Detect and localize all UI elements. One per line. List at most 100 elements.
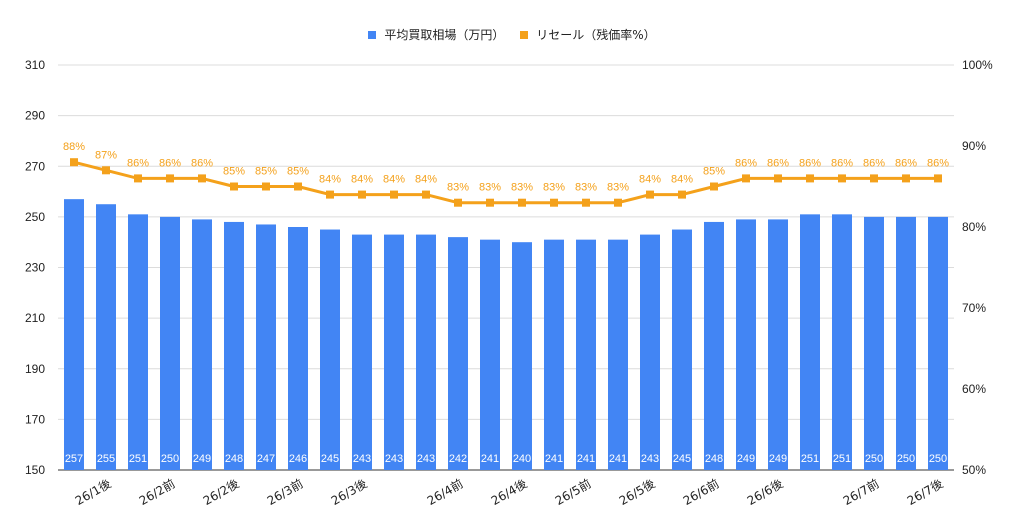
line-point	[134, 174, 142, 183]
bar-value-label: 240	[513, 453, 531, 465]
line-series	[73, 160, 938, 205]
line-value-label: 86%	[191, 157, 213, 169]
bar	[64, 199, 84, 470]
line-point	[230, 182, 238, 191]
x-tick-label: 26/1後	[73, 476, 114, 508]
bar-value-label: 243	[385, 453, 403, 465]
legend-label-bar: 平均買取相場（万円）	[384, 28, 505, 42]
y-left-tick-label: 250	[25, 210, 45, 224]
bar-value-label: 257	[65, 453, 83, 465]
line-point	[390, 190, 398, 199]
y-left-tick-label: 210	[25, 311, 45, 325]
bar	[160, 216, 180, 470]
bar	[224, 221, 244, 470]
line-point	[838, 174, 846, 183]
line-point	[518, 198, 526, 207]
x-tick-label: 26/6後	[745, 476, 786, 508]
y-right-tick-label: 60%	[962, 382, 986, 396]
line-value-label: 84%	[639, 174, 661, 186]
bar-value-label: 249	[769, 453, 787, 465]
bar	[768, 219, 788, 470]
line-value-label: 83%	[607, 182, 629, 194]
bar-value-label: 251	[833, 453, 851, 465]
line-point	[262, 182, 270, 191]
bar-value-label: 250	[865, 453, 883, 465]
bar	[128, 214, 148, 470]
line-point	[774, 174, 782, 183]
line-value-label: 85%	[255, 166, 277, 178]
line-value-label: 84%	[383, 174, 405, 186]
x-tick-label: 26/6前	[680, 476, 721, 508]
line-value-label: 86%	[863, 157, 885, 169]
line-point	[934, 174, 942, 183]
line-value-label: 84%	[351, 174, 373, 186]
line-point	[614, 198, 622, 207]
bar-value-label: 247	[257, 453, 275, 465]
line-value-label: 86%	[127, 157, 149, 169]
bar	[864, 216, 884, 470]
bar-value-label: 241	[577, 453, 595, 465]
bar	[288, 227, 308, 470]
y-left-tick-label: 150	[25, 463, 45, 477]
x-tick-label: 26/3前	[264, 476, 305, 508]
bar	[672, 229, 692, 470]
line-point	[678, 190, 686, 199]
bar	[832, 214, 852, 470]
line-value-label: 86%	[831, 157, 853, 169]
x-tick-label: 26/2後	[201, 476, 242, 508]
line-point	[486, 198, 494, 207]
bar-value-label: 246	[289, 453, 307, 465]
bar	[320, 229, 340, 470]
line-point	[710, 182, 718, 191]
line-point	[358, 190, 366, 199]
y-right-tick-label: 80%	[962, 220, 986, 234]
y-left-tick-label: 270	[25, 159, 45, 173]
bar	[256, 224, 276, 470]
chart-legend: 平均買取相場（万円） リセール（残価率%）	[0, 26, 1024, 43]
bar-value-label: 250	[929, 453, 947, 465]
bar-value-label: 241	[545, 453, 563, 465]
line-value-label: 86%	[735, 157, 757, 169]
line-point	[902, 174, 910, 183]
y-left-tick-label: 310	[25, 58, 45, 72]
bar	[192, 219, 212, 470]
bar-value-label: 249	[193, 453, 211, 465]
bar	[352, 234, 372, 470]
line-value-label: 84%	[415, 174, 437, 186]
x-tick-label: 26/5前	[552, 476, 593, 508]
line-point	[198, 174, 206, 183]
bar	[736, 219, 756, 470]
line-value-label: 83%	[511, 182, 533, 194]
line-value-label: 83%	[447, 182, 469, 194]
legend-item-line: リセール（残価率%）	[520, 26, 656, 43]
line-value-label: 86%	[895, 157, 917, 169]
line-value-label: 86%	[767, 157, 789, 169]
line-point	[454, 198, 462, 207]
bar	[512, 242, 532, 470]
bar-value-label: 243	[641, 453, 659, 465]
bar	[704, 221, 724, 470]
line-point	[70, 158, 78, 167]
line-value-label: 83%	[543, 182, 565, 194]
bar	[384, 234, 404, 470]
bar-value-label: 242	[449, 453, 467, 465]
bar	[96, 204, 116, 470]
line-point	[422, 190, 430, 199]
y-left-tick-label: 170	[25, 412, 45, 426]
y-left-tick-label: 290	[25, 109, 45, 123]
line-value-label: 83%	[479, 182, 501, 194]
line-point	[102, 166, 110, 175]
bar	[640, 234, 660, 470]
line-point	[326, 190, 334, 199]
line-point	[646, 190, 654, 199]
bar	[480, 239, 500, 470]
x-tick-label: 26/3後	[329, 476, 370, 508]
line-value-label: 86%	[159, 157, 181, 169]
bar	[896, 216, 916, 470]
bar-value-label: 241	[609, 453, 627, 465]
legend-swatch-line	[520, 30, 529, 39]
bar	[448, 237, 468, 470]
y-right-tick-label: 100%	[962, 58, 993, 72]
legend-label-line: リセール（残価率%）	[536, 28, 656, 42]
